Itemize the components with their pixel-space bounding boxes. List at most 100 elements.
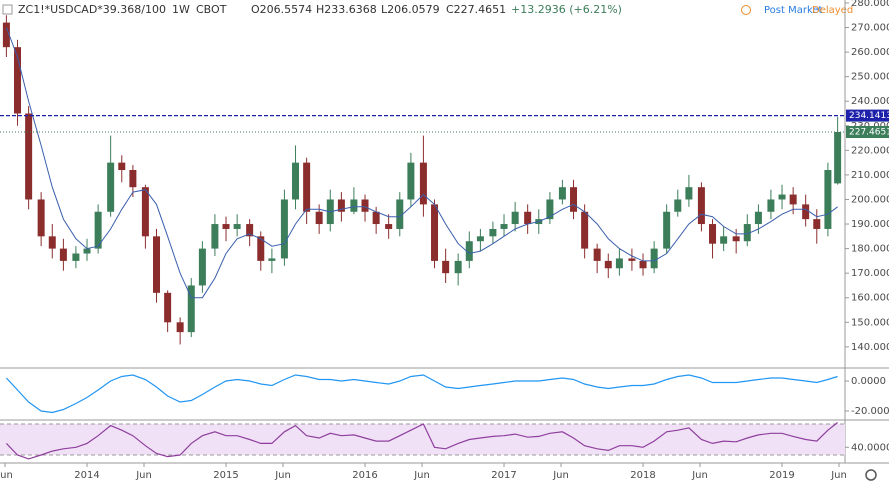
candle-body [674,199,682,212]
candle-body [72,253,80,261]
candle-body [48,236,56,249]
candle-body [361,199,369,212]
candle-body [118,162,126,170]
candle-body [476,236,484,242]
candle-body [639,260,647,269]
x-tick-label: Jun [135,470,152,481]
candle-body [25,113,33,200]
candle-body [419,162,427,205]
candle-body [337,199,345,212]
x-tick-label: 2014 [74,470,99,481]
candle-body [187,285,195,333]
rsi-band [0,424,845,456]
x-tick-label: 2018 [630,470,655,481]
candle-body [558,187,566,200]
low-text: L206.0579 [381,3,440,16]
candle-body [315,211,323,225]
candle-body [546,199,554,220]
candle-body [268,258,276,261]
y-tick-label: 240.0000 [851,96,889,107]
price-label-box [846,109,889,122]
moving-average [5,27,838,299]
candle-body [94,211,102,249]
candle-body [153,236,161,293]
x-tick-label: Jun [0,470,13,481]
y-tick-label: 220.0000 [851,145,889,156]
candle-body [280,199,288,259]
candle-body [233,224,241,229]
candle-body [211,224,219,249]
candle-body [500,224,508,229]
candle-body [663,211,671,249]
rsi-line [5,422,838,460]
interval: 1W [172,3,190,16]
candle-body [767,199,775,212]
y-tick-label: 260.0000 [851,47,889,58]
y-tick-label: 40.0000 [851,442,889,453]
candle-body [720,236,728,244]
candle-body [581,211,589,249]
candle-body [198,248,206,286]
candle-body [37,199,45,237]
collapse-icon[interactable] [2,4,13,15]
candle-body [385,224,393,229]
candle-body [222,224,230,229]
candle-body [697,187,705,225]
candle-body [372,211,380,225]
candle-body [454,260,462,274]
x-tick-label: Jun [274,470,291,481]
close-text: C227.4651 [446,3,506,16]
candle-body [141,187,149,237]
candle-body [407,162,415,200]
post-market: Post Market [764,5,823,16]
candle-body [246,224,254,237]
candle-body [350,199,358,212]
candle-body [257,236,265,261]
candle-body [83,248,91,254]
candle-body [754,211,762,225]
y-tick-label: 140.0000 [851,342,889,353]
candle-body [685,187,693,200]
candle-body [802,204,810,220]
candle-body [813,219,821,229]
x-tick-label: 2017 [491,470,516,481]
price-label-box [846,126,889,139]
candle-body [59,248,67,261]
candle-body [489,228,497,237]
y-tick-label: -20.0000 [851,406,889,417]
open-text: O206.5574 [251,3,312,16]
candle-body [292,162,300,200]
y-tick-label: 170.0000 [851,268,889,279]
x-tick-label: 2016 [352,470,377,481]
price-label: 227.4651 [849,128,889,138]
candle-body [14,47,22,114]
candle-body [650,248,658,269]
y-tick-label: 160.0000 [851,293,889,304]
symbol[interactable]: ZC1!*USDCAD*39.368/100 [18,3,166,16]
change-text: +13.2936 (+6.21%) [511,3,622,16]
candle-body [465,241,473,261]
y-tick-label: 150.0000 [851,317,889,328]
y-tick-label: 270.0000 [851,23,889,34]
macd-line [5,374,838,414]
candle-body [743,224,751,242]
y-tick-label: 250.0000 [851,72,889,83]
y-tick-label: 280.0000 [851,0,889,9]
exchange: CBOT [196,3,227,16]
x-tick-label: Jun [830,470,847,481]
candle-body [524,211,532,225]
candle-body [570,187,578,212]
x-tick-label: Jun [413,470,430,481]
delayed: Delayed [812,5,853,16]
candle-body [396,199,404,229]
y-tick-label: 200.0000 [851,194,889,205]
candle-body [709,224,717,244]
candle-body [176,322,184,333]
x-tick-label: 2015 [213,470,238,481]
settings-icon[interactable] [865,469,877,481]
candle-body [303,162,311,212]
candle-body [107,162,115,212]
candle-body [615,258,623,269]
